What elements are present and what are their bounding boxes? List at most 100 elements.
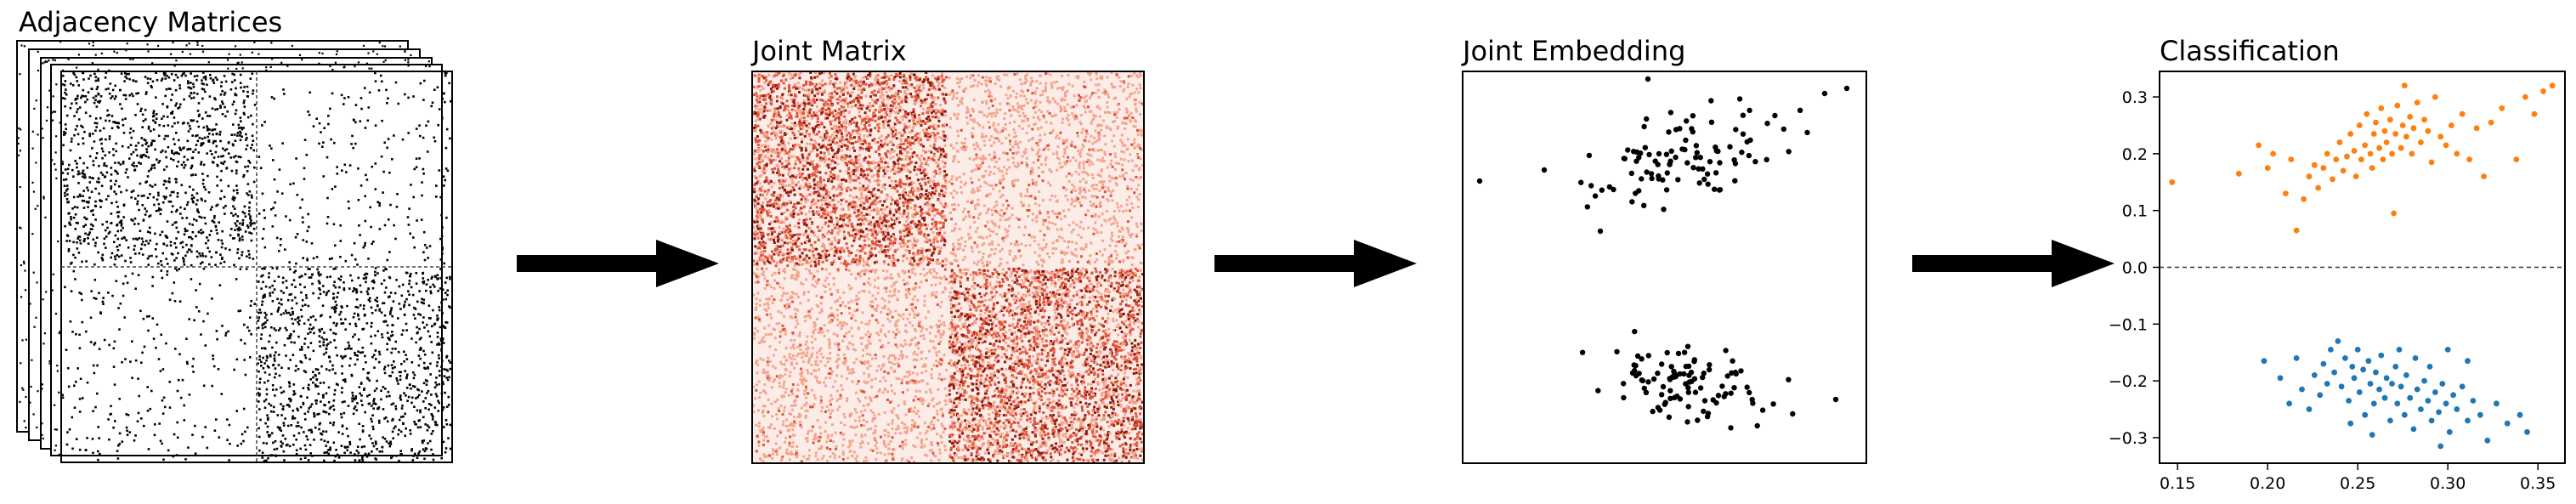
adjacency-entry bbox=[224, 105, 226, 109]
joint-matrix-cell bbox=[818, 252, 821, 256]
adjacency-entry bbox=[265, 388, 269, 391]
joint-matrix-cell bbox=[902, 167, 905, 171]
adjacency-entry bbox=[173, 79, 176, 82]
joint-matrix-cell bbox=[814, 142, 818, 145]
adjacency-entry bbox=[77, 54, 80, 56]
joint-matrix-cell bbox=[859, 116, 863, 120]
adjacency-entry bbox=[161, 276, 164, 280]
adjacency-entry bbox=[358, 224, 360, 227]
adjacency-entry bbox=[224, 205, 227, 207]
adjacency-entry bbox=[329, 446, 331, 449]
joint-matrix-cell bbox=[801, 153, 804, 156]
joint-matrix-cell bbox=[781, 195, 784, 198]
joint-matrix-cell bbox=[818, 136, 822, 139]
joint-matrix-cell bbox=[777, 82, 780, 86]
adjacency-entry bbox=[409, 232, 411, 235]
adjacency-entry bbox=[355, 290, 359, 292]
adjacency-entry bbox=[398, 371, 401, 374]
adjacency-entry bbox=[168, 177, 171, 180]
adjacency-entry bbox=[164, 180, 167, 183]
adjacency-entry bbox=[273, 97, 275, 100]
joint-matrix-cell bbox=[892, 130, 895, 133]
joint-matrix-cell bbox=[808, 238, 811, 241]
adjacency-entry bbox=[246, 426, 249, 429]
adjacency-entry bbox=[188, 147, 190, 150]
adjacency-entry bbox=[82, 88, 85, 92]
adjacency-entry bbox=[436, 314, 439, 317]
adjacency-entry bbox=[79, 195, 82, 198]
joint-matrix-cell bbox=[840, 128, 843, 132]
adjacency-entry bbox=[229, 88, 233, 91]
joint-matrix-cell bbox=[858, 107, 861, 110]
adjacency-entry bbox=[359, 120, 361, 122]
joint-matrix-cell bbox=[923, 168, 926, 172]
adjacency-entry bbox=[319, 330, 321, 333]
joint-matrix-cell bbox=[851, 244, 854, 247]
joint-matrix-cell bbox=[787, 194, 790, 197]
adjacency-entry bbox=[177, 378, 180, 382]
adjacency-entry bbox=[425, 283, 428, 286]
joint-matrix-cell bbox=[872, 235, 875, 239]
joint-matrix-cell bbox=[782, 201, 785, 205]
adjacency-entry bbox=[202, 384, 206, 388]
adjacency-entry bbox=[443, 375, 446, 377]
adjacency-entry bbox=[329, 65, 331, 67]
adjacency-entry bbox=[382, 386, 385, 388]
adjacency-entry bbox=[233, 207, 236, 210]
adjacency-entry bbox=[428, 65, 431, 68]
adjacency-entry bbox=[248, 161, 252, 164]
adjacency-entry bbox=[384, 59, 387, 61]
adjacency-entry bbox=[161, 368, 165, 371]
adjacency-entry bbox=[119, 103, 122, 105]
joint-matrix-cell bbox=[918, 182, 921, 185]
joint-matrix-cell bbox=[943, 165, 947, 168]
joint-matrix-cell bbox=[863, 118, 866, 122]
joint-matrix-cell bbox=[757, 213, 761, 217]
joint-matrix-cell bbox=[930, 253, 933, 257]
adjacency-entry bbox=[382, 60, 385, 63]
adjacency-entry bbox=[295, 439, 297, 441]
adjacency-entry bbox=[286, 424, 290, 428]
adjacency-entry bbox=[257, 362, 259, 365]
adjacency-entry bbox=[112, 365, 116, 368]
joint-matrix-cell bbox=[761, 75, 765, 78]
adjacency-entry bbox=[278, 428, 281, 431]
adjacency-entry bbox=[389, 203, 392, 207]
adjacency-entry bbox=[201, 137, 204, 140]
joint-matrix-cell bbox=[821, 84, 824, 87]
adjacency-entry bbox=[333, 393, 336, 396]
adjacency-entry bbox=[374, 334, 376, 337]
joint-matrix-cell bbox=[931, 258, 935, 262]
joint-matrix-cell bbox=[802, 185, 806, 189]
adjacency-entry bbox=[61, 394, 64, 397]
adjacency-entry bbox=[251, 72, 254, 75]
adjacency-entry bbox=[448, 82, 450, 85]
adjacency-entry bbox=[216, 175, 218, 178]
adjacency-entry bbox=[122, 282, 125, 286]
joint-matrix-cell bbox=[804, 201, 807, 204]
adjacency-entry bbox=[195, 78, 198, 82]
adjacency-entry bbox=[273, 280, 276, 283]
adjacency-entry bbox=[296, 194, 299, 196]
joint-matrix-cell bbox=[802, 233, 805, 236]
adjacency-entry bbox=[159, 439, 162, 443]
adjacency-entry bbox=[236, 248, 240, 251]
joint-matrix-cell bbox=[898, 229, 902, 233]
adjacency-entry bbox=[336, 50, 338, 53]
adjacency-entry bbox=[219, 262, 223, 265]
joint-matrix-cell bbox=[781, 253, 784, 257]
adjacency-entry bbox=[416, 326, 418, 329]
adjacency-entry bbox=[373, 398, 376, 400]
adjacency-entry bbox=[173, 143, 176, 145]
adjacency-entry bbox=[280, 290, 283, 292]
adjacency-entry bbox=[252, 149, 255, 152]
adjacency-entry bbox=[400, 453, 404, 456]
adjacency-entry bbox=[93, 72, 96, 76]
joint-matrix-cell bbox=[926, 127, 928, 131]
adjacency-entry bbox=[120, 224, 123, 227]
adjacency-entry bbox=[143, 194, 145, 197]
joint-matrix-cell bbox=[880, 106, 883, 110]
joint-matrix-cell bbox=[927, 117, 931, 121]
adjacency-entry bbox=[219, 139, 222, 143]
adjacency-entry bbox=[422, 167, 425, 171]
